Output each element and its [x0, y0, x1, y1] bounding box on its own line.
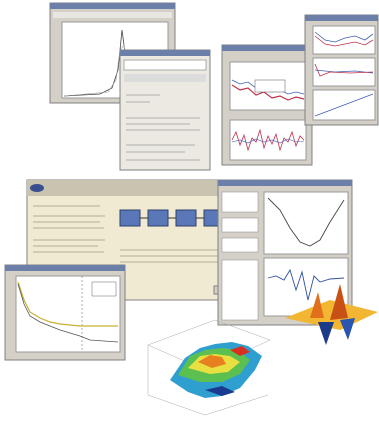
axis [204, 394, 269, 416]
surface-peaks [285, 284, 378, 345]
plot-area [312, 25, 376, 55]
field [124, 74, 206, 82]
text-lines [33, 205, 250, 263]
legend-box [254, 79, 286, 93]
curve [267, 197, 345, 247]
field [123, 59, 207, 71]
peak [330, 284, 348, 320]
window-convergence [4, 264, 126, 361]
title-bar [305, 15, 378, 21]
plot-area [229, 119, 307, 161]
header-band [27, 180, 262, 196]
title-bar [50, 3, 175, 9]
window-dialog [119, 49, 211, 171]
curve [314, 93, 374, 117]
curve [314, 35, 374, 47]
curve [267, 268, 345, 301]
plot-area [263, 191, 349, 255]
surface [198, 355, 226, 368]
window-three-plots [304, 14, 379, 126]
curve [17, 283, 119, 343]
window-timeseries [221, 44, 313, 166]
surface-3d [147, 319, 271, 416]
legend-box [91, 281, 117, 297]
valley [318, 322, 334, 345]
valley [340, 318, 355, 340]
curve [231, 128, 305, 152]
peak [310, 292, 324, 318]
curve [231, 138, 305, 144]
text-lines [126, 94, 200, 161]
block [119, 209, 141, 227]
axis [147, 394, 206, 416]
surface [205, 386, 235, 396]
logo [30, 184, 44, 192]
controls [221, 191, 259, 321]
curve [17, 281, 118, 327]
title-bar [120, 50, 210, 56]
curve [231, 84, 305, 101]
block [175, 209, 197, 227]
curve [314, 31, 374, 43]
title-bar [5, 265, 125, 271]
title-bar [218, 180, 352, 186]
toolbar [53, 12, 172, 18]
block [147, 209, 169, 227]
surface [230, 346, 250, 356]
curve [314, 63, 374, 77]
title-bar [222, 45, 312, 51]
